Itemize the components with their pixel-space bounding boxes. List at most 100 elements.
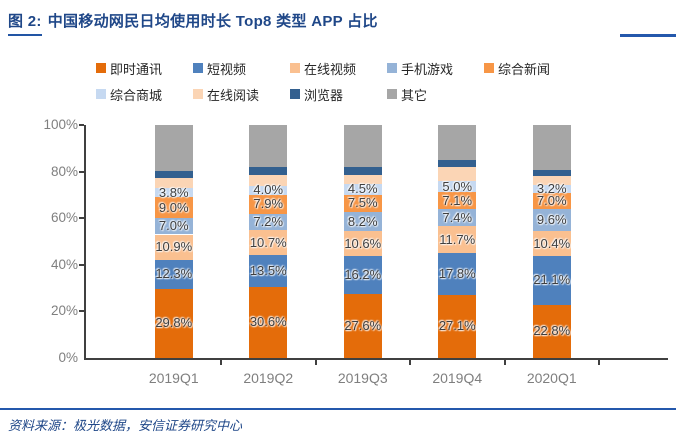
bar-segment [532, 304, 571, 358]
figure-title: 图 2: 中国移动网民日均使用时长 Top8 类型 APP 占比 [8, 10, 378, 36]
legend-label: 综合新闻 [498, 61, 551, 77]
bar-segment [532, 125, 571, 171]
legend-row: 即时通讯 短视频 在线视频 手机游戏 综合新闻 [96, 55, 636, 81]
x-axis-tick [598, 360, 600, 365]
x-axis-label: 2019Q1 [148, 370, 199, 386]
legend-item: 在线阅读 [193, 85, 290, 104]
bar-segment [154, 218, 193, 235]
bar-segment-label: 7.9% [253, 196, 284, 212]
bar-segment [438, 192, 477, 209]
legend-label: 综合商城 [110, 87, 163, 103]
legend-swatch-icon [290, 63, 300, 73]
x-axis-label: 2020Q1 [526, 370, 577, 386]
legend-label: 浏览器 [304, 87, 344, 103]
legend-item: 手机游戏 [387, 59, 484, 78]
bar-segment-label: 21.1% [533, 272, 571, 288]
legend-label: 在线阅读 [207, 87, 260, 103]
y-axis-label: 80% [50, 163, 78, 179]
bar-segment [343, 231, 382, 256]
legend-item: 其它 [387, 85, 484, 104]
bar-segment [154, 234, 193, 260]
bar-segment [154, 259, 193, 289]
legend-label: 其它 [401, 87, 428, 103]
bar-segment-label: 7.5% [347, 195, 378, 211]
x-axis-tick [220, 360, 222, 365]
bar-segment [438, 166, 477, 181]
bar-segment-label: 30.6% [249, 314, 287, 330]
bar-segment-label: 22.8% [533, 323, 571, 339]
bar-segment [154, 188, 193, 198]
bar-segment-label: 11.7% [439, 231, 476, 247]
bar-segment [343, 293, 382, 358]
y-axis-label: 20% [50, 303, 78, 319]
bar-segment [438, 294, 477, 358]
bar-segment [343, 255, 382, 294]
bar-segment-label: 27.6% [344, 317, 382, 333]
bar-segment-label: 7.2% [253, 213, 284, 229]
decorative-top-right-rule [620, 34, 676, 37]
bar-segment [532, 255, 571, 305]
legend-swatch-icon [193, 63, 203, 73]
bar-segment [532, 192, 571, 210]
bar-segment-label: 17.8% [438, 266, 476, 282]
legend-item: 综合新闻 [484, 59, 581, 78]
bar-segment [343, 194, 382, 213]
bar-segment [438, 180, 477, 193]
bar-segment-label: 4.0% [253, 182, 284, 198]
bar-segment-label: 7.1% [442, 192, 473, 208]
bar-segment [249, 125, 288, 168]
legend-swatch-icon [96, 63, 106, 73]
legend-swatch-icon [387, 89, 397, 99]
bar-segment-label: 3.8% [158, 184, 189, 200]
legend-swatch-icon [96, 89, 106, 99]
bar-segment [154, 125, 193, 171]
footer-rule [0, 408, 676, 410]
bar-segment-label: 9.6% [536, 212, 567, 228]
legend-label: 在线视频 [304, 61, 357, 77]
x-axis-label: 2019Q2 [243, 370, 294, 386]
bar-segment [343, 212, 382, 232]
bar-segment-label: 10.7% [249, 234, 287, 250]
y-axis-line [84, 125, 86, 360]
x-axis-label: 2019Q4 [432, 370, 483, 386]
bar-segment [154, 288, 193, 358]
bar-segment-label: 7.0% [158, 218, 189, 234]
legend-item: 浏览器 [290, 85, 387, 104]
bar-segment-label: 10.6% [344, 235, 382, 251]
y-axis-tick [79, 217, 84, 220]
figure-title-text: 中国移动网民日均使用时长 Top8 类型 APP 占比 [47, 13, 378, 30]
legend-swatch-icon [387, 63, 397, 73]
legend-item: 即时通讯 [96, 59, 193, 78]
bar-segment [532, 170, 571, 177]
bar-segment [249, 255, 288, 287]
bar-segment [532, 185, 571, 193]
source-note: 资料来源：极光数据，安信证券研究中心 [8, 418, 243, 433]
bar-segment [154, 170, 193, 179]
bar-segment-label: 9.0% [158, 199, 189, 215]
y-axis-label: 0% [58, 350, 78, 365]
bar-segment [249, 230, 288, 256]
bar-segment-label: 10.9% [155, 239, 193, 255]
legend-swatch-icon [290, 89, 300, 99]
y-axis-tick [79, 124, 84, 126]
x-axis-label: 2019Q3 [337, 370, 388, 386]
bar-segment-label: 12.3% [155, 266, 193, 282]
x-axis-tick [314, 360, 317, 365]
y-axis-tick [79, 170, 84, 173]
bar-segment-label: 13.5% [249, 262, 287, 278]
bar-segment [438, 208, 477, 227]
legend-label: 即时通讯 [110, 61, 163, 77]
bar-segment [438, 125, 477, 160]
bar-segment [343, 175, 382, 185]
bar-segment [249, 185, 288, 196]
legend-swatch-icon [193, 89, 203, 99]
x-axis-tick [503, 360, 506, 365]
y-axis-label: 60% [50, 210, 78, 226]
legend-label: 短视频 [207, 61, 247, 77]
bar-segment [438, 253, 477, 295]
legend-row: 综合商城 在线阅读 浏览器 其它 [96, 81, 636, 107]
x-axis-line [84, 358, 668, 360]
bar-segment [249, 195, 288, 214]
y-axis-label: 100% [43, 117, 78, 132]
